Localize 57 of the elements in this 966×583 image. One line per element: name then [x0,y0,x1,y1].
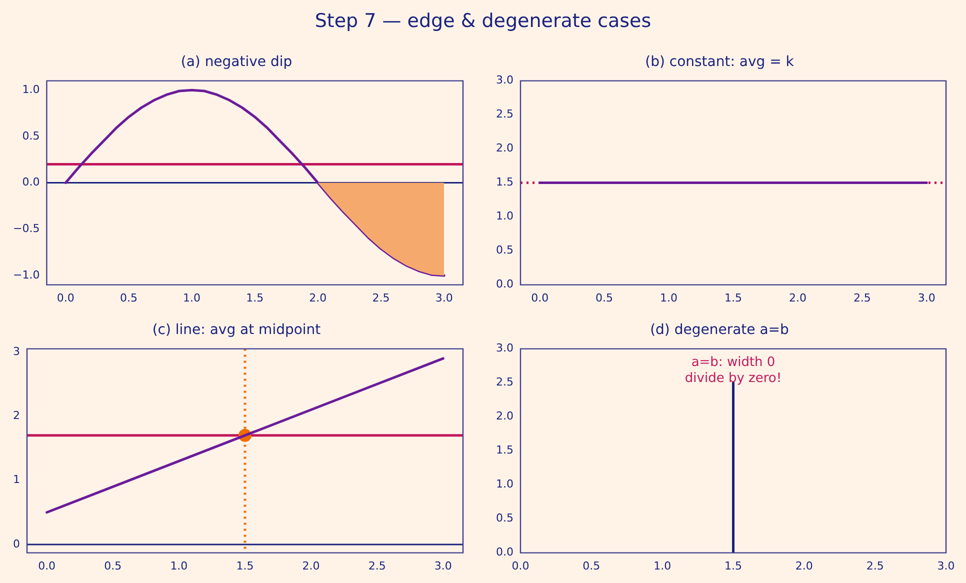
x-tick-label: 2.5 [853,291,871,304]
x-tick-label: 0.5 [596,291,614,304]
y-tick-label: 1 [13,473,20,486]
x-tick-label: 2.5 [372,291,390,304]
x-tick-label: 0.5 [582,559,600,572]
y-tick-label: 2 [13,409,20,422]
y-tick-label: 0.5 [496,512,514,525]
y-tick-label: −0.5 [12,222,40,236]
x-tick-label: 3.0 [435,291,453,304]
x-tick-label: 0.0 [512,559,530,572]
x-tick-label: 1.0 [660,291,678,304]
x-tick-label: 2.5 [368,559,386,572]
x-tick-label: 1.0 [183,291,201,304]
y-tick-label: 1.0 [496,478,514,491]
y-tick-label: 3.0 [496,342,514,355]
y-tick-label: 3 [13,344,20,358]
chart-title: (a) negative dip [180,54,292,70]
y-tick-label: 0.0 [496,278,514,291]
x-tick-label: 0.0 [531,291,549,304]
chart-title: (d) degenerate a=b [650,322,790,338]
x-tick-label: 1.5 [236,559,254,572]
x-tick-label: 1.0 [654,559,672,572]
x-tick-label: 0.0 [56,291,74,304]
x-tick-label: 2.0 [788,291,806,304]
x-tick-label: 1.5 [724,291,742,304]
x-tick-label: 3.0 [434,559,452,572]
text: Step 7 — edge & degenerate cases [314,10,652,32]
y-tick-label: −1.0 [12,268,40,282]
x-tick-label: 0.5 [120,291,138,304]
chart-title: (c) line: avg at midpoint [152,322,322,338]
x-tick-label: 1.5 [246,291,264,304]
y-tick-label: 2.5 [496,108,514,121]
x-tick-label: 2.5 [866,559,884,572]
y-tick-label: 0.5 [496,244,514,257]
y-tick-label: 0.5 [22,129,40,142]
y-tick-label: 2.0 [496,410,514,423]
x-tick-label: 2.0 [309,291,327,304]
y-tick-label: 2.0 [496,142,514,155]
chart-title: (b) constant: avg = k [645,54,795,70]
x-tick-label: 2.0 [302,559,320,572]
x-tick-label: 0.5 [104,559,122,572]
y-tick-label: 0.0 [22,176,40,189]
x-tick-label: 1.0 [170,559,188,572]
y-tick-label: 3.0 [496,74,514,87]
x-tick-label: 2.0 [795,559,813,572]
annotation: a=b: width 0 divide by zero! [684,355,782,386]
y-tick-label: 1.5 [496,444,514,457]
x-tick-label: 1.5 [724,559,742,572]
y-tick-label: 0.0 [496,546,514,559]
y-tick-label: 1.0 [496,210,514,223]
y-tick-label: 1.5 [496,176,514,189]
x-tick-label: 0.0 [38,559,56,572]
x-tick-label: 3.0 [937,559,955,572]
x-tick-label: 3.0 [918,291,936,304]
y-tick-label: 2.5 [496,376,514,389]
y-tick-label: 0 [13,537,20,550]
y-tick-label: 1.0 [22,82,40,96]
